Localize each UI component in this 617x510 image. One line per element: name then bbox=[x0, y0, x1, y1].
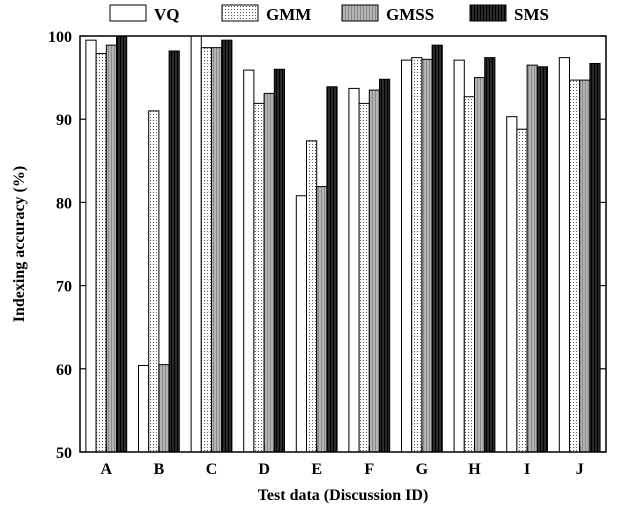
bar-vq-e bbox=[295, 195, 307, 453]
bar-vq-f bbox=[348, 87, 360, 453]
bar-sms-c bbox=[221, 39, 233, 453]
bar-gmss-g bbox=[421, 58, 433, 453]
y-axis: 50 60 70 80 90 100 bbox=[48, 29, 606, 462]
bar-sms-f bbox=[379, 78, 391, 453]
legend-swatch-gmm bbox=[221, 4, 259, 22]
bar-gmm-b bbox=[148, 110, 160, 453]
x-tick-label: H bbox=[468, 461, 481, 478]
y-tick-label: 50 bbox=[56, 445, 72, 462]
bar-sms-a bbox=[116, 35, 128, 453]
bar-gmm-j bbox=[569, 79, 581, 453]
bar-sms-h bbox=[484, 57, 496, 453]
y-tick-label: 90 bbox=[56, 112, 72, 129]
bar-vq-a bbox=[85, 39, 97, 453]
x-tick-label: I bbox=[524, 461, 530, 478]
x-tick-label: E bbox=[311, 461, 322, 478]
bar-gmss-c bbox=[211, 47, 223, 453]
x-tick-label: A bbox=[101, 461, 113, 478]
x-tick-label: G bbox=[416, 461, 429, 478]
legend-swatch-sms bbox=[469, 4, 507, 22]
bar-vq-c bbox=[190, 35, 202, 453]
legend-swatch-gmss bbox=[341, 4, 379, 22]
x-tick-label: J bbox=[576, 461, 584, 478]
bar-gmss-f bbox=[368, 89, 380, 453]
x-tick-label: F bbox=[364, 461, 374, 478]
bar-gmm-f bbox=[358, 102, 370, 453]
bar-gmm-g bbox=[411, 57, 423, 453]
bar-gmm-i bbox=[516, 128, 528, 453]
bar-vq-g bbox=[401, 59, 413, 453]
bar-gmm-h bbox=[463, 96, 475, 453]
legend-label-vq: VQ bbox=[154, 5, 180, 24]
bar-gmm-c bbox=[200, 47, 213, 453]
bar-vq-h bbox=[453, 59, 465, 453]
bar-sms-b bbox=[168, 50, 180, 453]
bar-sms-d bbox=[273, 68, 285, 453]
bar-sms-e bbox=[326, 86, 338, 453]
bar-gmss-d bbox=[263, 92, 275, 453]
y-tick-label: 70 bbox=[56, 279, 72, 296]
plot-frame bbox=[79, 35, 607, 453]
legend-label-gmm: GMM bbox=[266, 5, 311, 24]
y-tick-label: 80 bbox=[56, 195, 72, 212]
x-axis-title: Test data (Discussion ID) bbox=[258, 487, 429, 504]
x-tick-label: B bbox=[154, 461, 165, 478]
x-axis: A B C D E F G H I J bbox=[101, 446, 584, 478]
bar-vq-d bbox=[243, 69, 255, 453]
bar-gmss-i bbox=[526, 64, 538, 453]
bar-gmss-h bbox=[474, 77, 486, 453]
legend-label-sms: SMS bbox=[514, 5, 549, 24]
bars-group bbox=[85, 35, 601, 453]
y-tick-label: 60 bbox=[56, 362, 72, 379]
y-tick-label: 100 bbox=[48, 29, 72, 46]
bar-gmm-e bbox=[306, 140, 318, 453]
bar-sms-j bbox=[589, 62, 601, 453]
bar-gmm-d bbox=[253, 102, 265, 453]
bar-gmm-a bbox=[95, 52, 107, 453]
bar-sms-i bbox=[536, 66, 548, 453]
bar-gmss-e bbox=[316, 186, 328, 453]
bar-vq-i bbox=[506, 116, 518, 453]
bar-gmss-j bbox=[579, 79, 591, 453]
bar-vq-b bbox=[138, 364, 150, 453]
x-tick-label: D bbox=[258, 461, 270, 478]
x-tick-label: C bbox=[206, 461, 218, 478]
bar-sms-g bbox=[431, 44, 443, 453]
y-axis-title: Indexing accuracy (%) bbox=[11, 166, 28, 322]
legend-label-gmss: GMSS bbox=[386, 5, 434, 24]
bar-gmss-a bbox=[105, 44, 118, 453]
bar-vq-j bbox=[558, 57, 570, 453]
bar-gmss-b bbox=[158, 364, 170, 453]
legend: VQ GMM GMSS SMS bbox=[109, 4, 549, 24]
legend-swatch-vq bbox=[109, 4, 147, 22]
